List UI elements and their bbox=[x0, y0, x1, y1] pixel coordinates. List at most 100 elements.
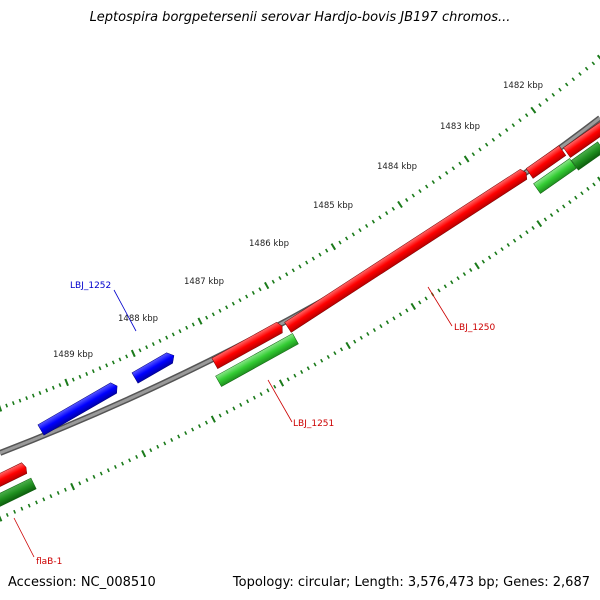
gene-green-1[interactable] bbox=[533, 158, 577, 194]
minor-tick bbox=[544, 98, 549, 102]
major-tick bbox=[397, 200, 403, 209]
minor-tick bbox=[418, 300, 422, 305]
minor-tick bbox=[56, 490, 60, 495]
minor-tick bbox=[494, 251, 498, 256]
minor-tick bbox=[171, 332, 175, 337]
major-tick bbox=[474, 262, 480, 270]
minor-tick bbox=[405, 198, 409, 202]
minor-tick bbox=[538, 103, 542, 107]
minor-tick bbox=[551, 92, 556, 97]
minor-tick bbox=[424, 296, 428, 301]
minor-tick bbox=[105, 363, 109, 368]
minor-tick bbox=[13, 509, 17, 514]
minor-tick bbox=[498, 133, 502, 137]
cds-red-1[interactable] bbox=[211, 321, 285, 370]
minor-tick bbox=[291, 268, 295, 273]
minor-tick bbox=[484, 142, 489, 147]
major-tick bbox=[597, 176, 600, 182]
minor-tick bbox=[500, 247, 504, 252]
minor-tick bbox=[252, 395, 256, 400]
minor-tick bbox=[211, 312, 215, 317]
minor-tick bbox=[27, 503, 31, 508]
minor-tick bbox=[92, 474, 96, 479]
cds-red-lbj1250[interactable] bbox=[284, 168, 530, 333]
minor-tick bbox=[266, 388, 270, 393]
gene-label-lbj1251[interactable]: LBJ_1251 bbox=[293, 419, 334, 429]
minor-tick bbox=[71, 377, 75, 382]
minor-tick bbox=[135, 454, 139, 459]
cds-red-flab[interactable] bbox=[0, 462, 29, 491]
minor-tick bbox=[204, 420, 209, 425]
minor-tick bbox=[156, 444, 160, 449]
minor-tick bbox=[518, 118, 522, 123]
minor-tick bbox=[128, 458, 132, 463]
major-tick bbox=[0, 515, 3, 522]
cds-blue-lbj1252[interactable] bbox=[131, 350, 177, 384]
minor-tick bbox=[549, 213, 554, 217]
minor-tick bbox=[91, 369, 95, 374]
minor-tick bbox=[391, 206, 395, 211]
scale-label: 1487 kbp bbox=[184, 277, 224, 287]
minor-tick bbox=[351, 232, 355, 237]
minor-tick bbox=[259, 392, 263, 396]
minor-tick bbox=[18, 398, 22, 403]
minor-tick bbox=[405, 308, 409, 313]
major-tick bbox=[264, 281, 270, 290]
cds-red-3[interactable] bbox=[563, 122, 600, 158]
major-tick bbox=[210, 415, 216, 423]
minor-tick bbox=[458, 161, 462, 166]
minor-tick bbox=[425, 184, 429, 189]
minor-tick bbox=[5, 403, 9, 408]
minor-tick bbox=[11, 401, 15, 406]
minor-tick bbox=[5, 512, 9, 517]
minor-tick bbox=[431, 180, 435, 185]
minor-tick bbox=[42, 497, 46, 502]
major-tick bbox=[596, 54, 600, 60]
gene-green-lbj1251[interactable] bbox=[215, 333, 299, 387]
minor-tick bbox=[558, 87, 562, 92]
minor-tick bbox=[49, 494, 53, 499]
gene-labels: LBJ_1252 LBJ_1250 LBJ_1251 flaB-1 bbox=[13, 281, 496, 567]
minor-tick bbox=[158, 338, 162, 343]
gene-green-2[interactable] bbox=[571, 141, 600, 171]
minor-tick bbox=[481, 259, 485, 264]
minor-tick bbox=[232, 406, 236, 411]
gene-green-flab[interactable] bbox=[0, 477, 37, 511]
minor-tick bbox=[531, 226, 535, 230]
major-tick bbox=[130, 349, 136, 358]
genome-summary-text: Topology: circular; Length: 3,576,473 bp… bbox=[232, 575, 590, 590]
minor-tick bbox=[149, 448, 153, 453]
minor-tick bbox=[562, 204, 566, 209]
gene-label-lbj1252[interactable]: LBJ_1252 bbox=[70, 281, 111, 291]
minor-tick bbox=[145, 345, 149, 350]
minor-tick bbox=[469, 268, 473, 272]
cds-blue-1[interactable] bbox=[37, 381, 120, 436]
major-tick bbox=[0, 404, 3, 412]
gene-label-lbj1250[interactable]: LBJ_1250 bbox=[454, 323, 496, 333]
minor-tick bbox=[592, 182, 596, 187]
minor-tick bbox=[326, 354, 330, 359]
minor-tick bbox=[444, 171, 449, 175]
minor-tick bbox=[366, 331, 370, 336]
minor-tick bbox=[99, 471, 103, 476]
minor-tick bbox=[85, 478, 89, 483]
minor-tick bbox=[345, 236, 349, 241]
minor-tick bbox=[78, 374, 82, 379]
minor-tick bbox=[525, 230, 529, 235]
major-tick bbox=[330, 243, 337, 251]
minor-tick bbox=[491, 137, 496, 142]
minor-tick bbox=[524, 113, 529, 118]
minor-tick bbox=[478, 147, 482, 152]
minor-tick bbox=[591, 61, 596, 66]
minor-tick bbox=[580, 191, 584, 196]
gene-label-flab1[interactable]: flaB-1 bbox=[36, 557, 62, 567]
minor-tick bbox=[438, 175, 442, 180]
minor-tick bbox=[278, 276, 282, 281]
cds-red-2[interactable] bbox=[525, 145, 567, 179]
minor-tick bbox=[225, 305, 229, 310]
outer-scale bbox=[0, 54, 600, 412]
minor-tick bbox=[118, 357, 122, 362]
minor-tick bbox=[177, 434, 181, 439]
major-tick bbox=[64, 378, 69, 387]
